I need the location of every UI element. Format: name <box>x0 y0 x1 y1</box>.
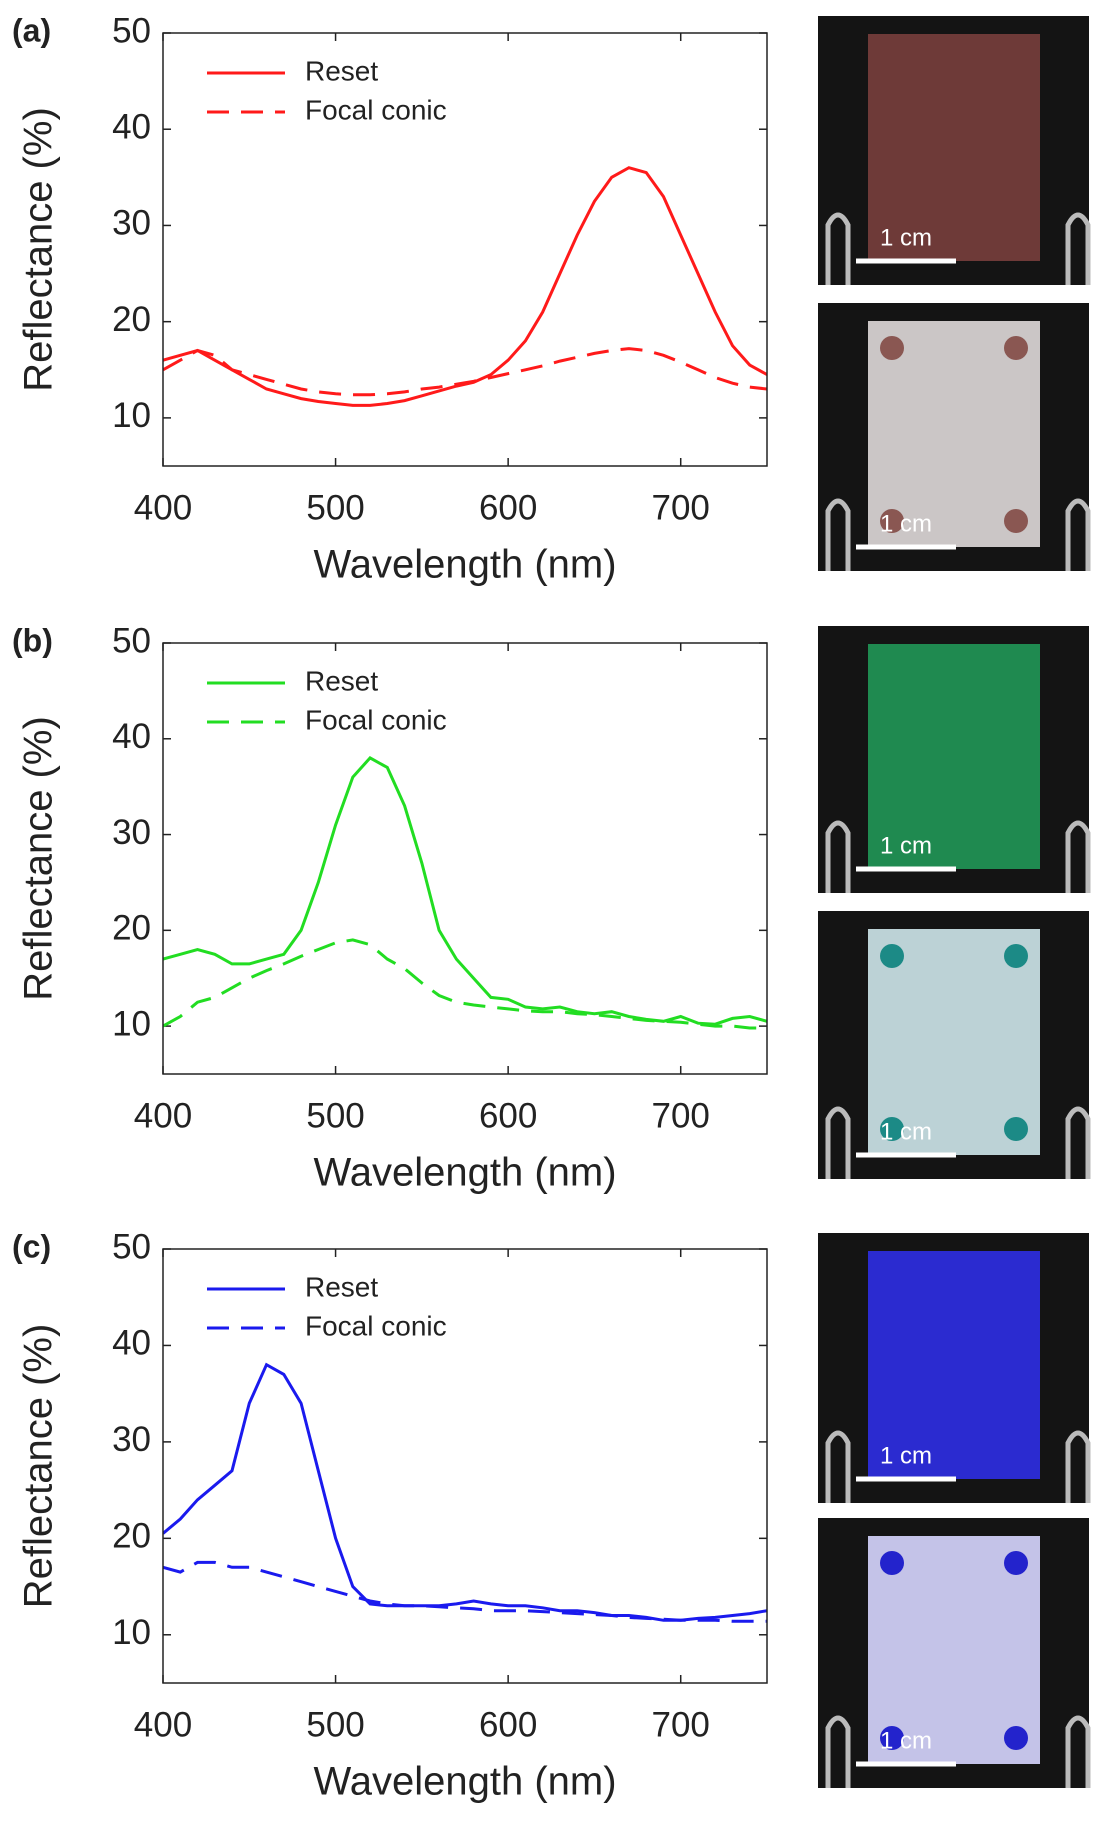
x-tick-label: 600 <box>479 1096 537 1135</box>
y-tick-label: 10 <box>112 1004 151 1043</box>
y-tick-label: 10 <box>112 1613 151 1652</box>
x-tick-label: 700 <box>652 1096 710 1135</box>
x-tick-label: 400 <box>134 1705 192 1744</box>
legend-label: Reset <box>305 55 378 86</box>
x-tick-label: 400 <box>134 488 192 527</box>
panel-label: (b) <box>12 622 53 658</box>
clip-holder <box>1065 1430 1091 1503</box>
y-tick-label: 50 <box>112 1227 151 1266</box>
y-axis-label: Reflectance (%) <box>17 716 61 1001</box>
panel-label: (c) <box>12 1228 51 1264</box>
y-tick-label: 20 <box>112 909 151 948</box>
y-tick-label: 40 <box>112 1324 151 1363</box>
scale-label: 1 cm <box>880 510 932 537</box>
clip-holder <box>825 1715 851 1788</box>
y-tick-label: 20 <box>112 300 151 339</box>
dot <box>880 509 904 533</box>
dot <box>880 1117 904 1141</box>
dot <box>1004 1551 1028 1575</box>
dot <box>880 1551 904 1575</box>
legend-label: Focal conic <box>305 704 447 735</box>
y-tick-label: 40 <box>112 107 151 146</box>
dot <box>1004 336 1028 360</box>
scale-label: 1 cm <box>880 1442 932 1469</box>
legend-label: Reset <box>305 1271 378 1302</box>
scale-label: 1 cm <box>880 1727 932 1754</box>
clip-holder <box>825 820 851 893</box>
x-tick-label: 400 <box>134 1096 192 1135</box>
legend-label: Focal conic <box>305 94 447 125</box>
y-axis-label: Reflectance (%) <box>17 107 61 392</box>
y-tick-label: 10 <box>112 396 151 435</box>
sample <box>868 34 1040 261</box>
y-tick-label: 30 <box>112 813 151 852</box>
series-line <box>163 347 767 397</box>
dot <box>1004 944 1028 968</box>
clip-holder <box>1065 1715 1091 1788</box>
sample <box>868 1251 1040 1479</box>
x-axis-label: Wavelength (nm) <box>313 543 616 587</box>
dot <box>1004 509 1028 533</box>
sample <box>868 644 1040 869</box>
series-line <box>163 756 767 1026</box>
dot <box>880 944 904 968</box>
scale-label: 1 cm <box>880 1118 932 1145</box>
x-tick-label: 700 <box>652 1705 710 1744</box>
x-tick-label: 500 <box>306 488 364 527</box>
x-tick-label: 600 <box>479 488 537 527</box>
legend-label: Reset <box>305 665 378 696</box>
x-tick-label: 500 <box>306 1096 364 1135</box>
series-line <box>163 1362 767 1622</box>
x-axis-label: Wavelength (nm) <box>313 1760 616 1804</box>
y-tick-label: 50 <box>112 621 151 660</box>
legend-label: Focal conic <box>305 1310 447 1341</box>
x-tick-label: 700 <box>652 488 710 527</box>
clip-holder <box>825 498 851 571</box>
dot <box>1004 1117 1028 1141</box>
x-tick-label: 500 <box>306 1705 364 1744</box>
clip-holder <box>1065 498 1091 571</box>
y-tick-label: 50 <box>112 11 151 50</box>
clip-holder <box>1065 212 1091 285</box>
y-axis-label: Reflectance (%) <box>17 1324 61 1609</box>
plot-frame <box>162 642 768 1075</box>
y-tick-label: 20 <box>112 1517 151 1556</box>
dot <box>880 1726 904 1750</box>
series-line <box>163 938 767 1030</box>
clip-holder <box>825 212 851 285</box>
y-tick-label: 30 <box>112 1420 151 1459</box>
clip-holder <box>1065 820 1091 893</box>
panel-label: (a) <box>12 12 51 48</box>
plot-frame <box>162 32 768 467</box>
y-tick-label: 30 <box>112 204 151 243</box>
series-line <box>163 166 767 407</box>
series-line <box>163 1560 767 1623</box>
clip-holder <box>825 1430 851 1503</box>
dot <box>1004 1726 1028 1750</box>
plot-frame <box>162 1248 768 1684</box>
y-tick-label: 40 <box>112 717 151 756</box>
scale-label: 1 cm <box>880 832 932 859</box>
scale-label: 1 cm <box>880 224 932 251</box>
x-tick-label: 600 <box>479 1705 537 1744</box>
dot <box>880 336 904 360</box>
x-axis-label: Wavelength (nm) <box>313 1151 616 1195</box>
clip-holder <box>825 1106 851 1179</box>
clip-holder <box>1065 1106 1091 1179</box>
